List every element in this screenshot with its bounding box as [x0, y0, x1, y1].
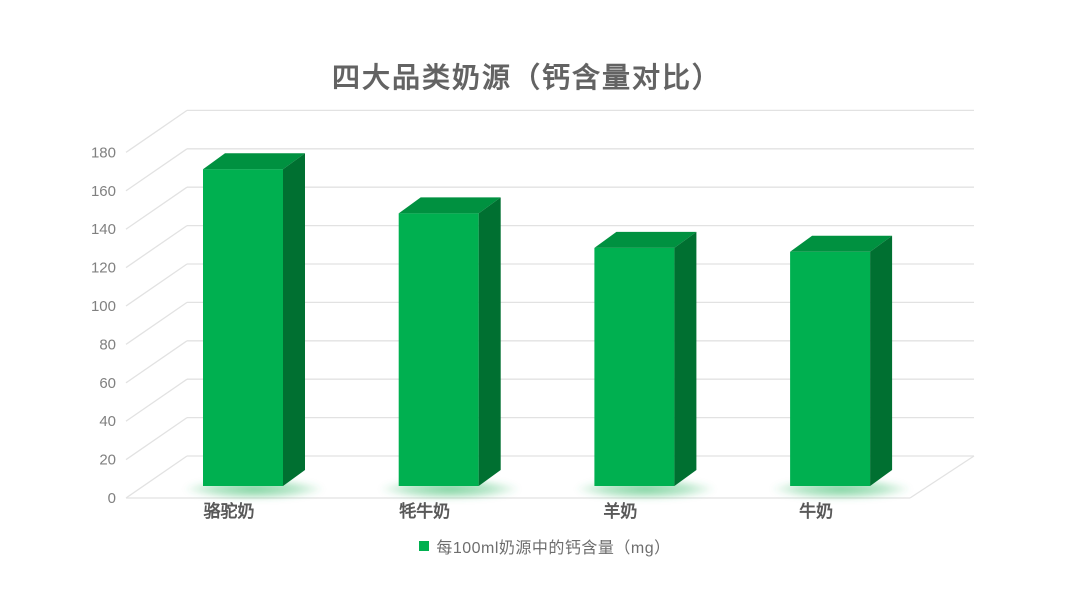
bar-side-face — [283, 153, 305, 486]
y-tick-label: 20 — [99, 452, 116, 469]
legend-label: 每100ml奶源中的钙含量（mg） — [436, 540, 671, 557]
bar-top-face — [594, 231, 697, 248]
bar-3d-牛奶 — [790, 235, 893, 486]
y-tick-label: 160 — [91, 183, 116, 200]
bar-front-face — [203, 169, 283, 486]
bar-3d-牦牛奶 — [398, 197, 501, 487]
bar-front-face — [398, 213, 479, 487]
y-tick-label: 60 — [99, 375, 116, 392]
y-tick-label: 120 — [91, 260, 116, 277]
gridline-depth-tick — [125, 225, 188, 269]
y-tick-label: 100 — [91, 298, 116, 315]
gridline-depth-tick — [125, 340, 188, 384]
bar-3d-羊奶 — [594, 231, 697, 486]
category-label: 牦牛奶 — [399, 501, 450, 521]
legend-marker-icon — [419, 541, 430, 551]
chart-title: 四大品类奶源（钙含量对比） — [331, 62, 722, 93]
gridline-depth-tick — [125, 417, 188, 461]
gridline-depth-tick — [125, 301, 188, 345]
category-label: 牛奶 — [799, 501, 833, 521]
bar-side-face — [674, 231, 697, 486]
y-tick-label: 180 — [91, 144, 116, 161]
y-tick-label: 40 — [99, 413, 116, 430]
bar-3d-骆驼奶 — [203, 153, 305, 486]
y-tick-label: 0 — [108, 490, 116, 507]
bar-top-face — [398, 197, 501, 214]
gridline-depth-tick — [125, 263, 188, 307]
gridline-depth-tick — [125, 378, 188, 422]
bar-top-face — [203, 153, 305, 170]
y-tick-label: 140 — [91, 221, 116, 238]
floor-right-edge — [909, 455, 975, 499]
bar-front-face — [790, 251, 871, 486]
gridline-depth-tick — [125, 455, 188, 499]
gridline-depth-tick — [125, 186, 188, 230]
category-label: 羊奶 — [603, 501, 637, 521]
y-tick-label: 80 — [99, 336, 116, 353]
gridline-depth-tick — [125, 109, 188, 153]
bar-side-face — [870, 235, 893, 486]
legend: 每100ml奶源中的钙含量（mg） — [0, 534, 1080, 558]
bar-top-face — [790, 235, 893, 252]
bar-side-face — [478, 197, 501, 487]
gridline-depth-tick — [125, 148, 188, 192]
category-label: 骆驼奶 — [204, 501, 255, 521]
bar-front-face — [594, 247, 675, 486]
